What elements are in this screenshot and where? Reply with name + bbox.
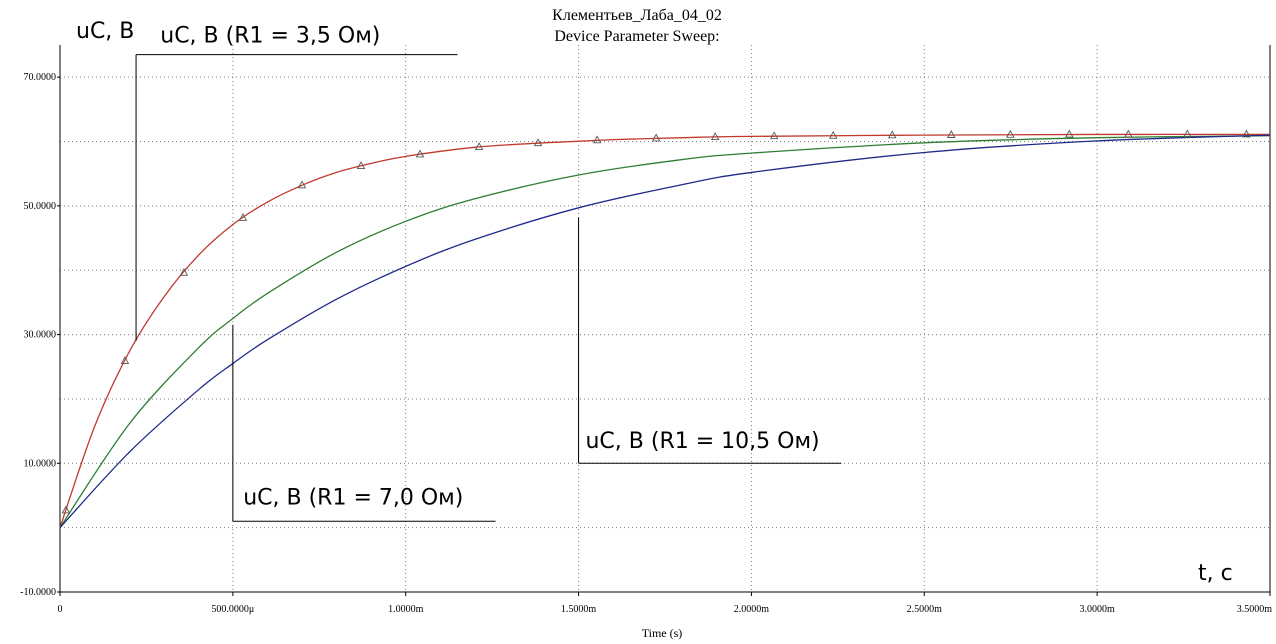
series-marker-triangle [1006,129,1015,138]
series-marker-triangle [1065,129,1074,138]
grid [60,45,1271,593]
series-marker-triangle [415,149,425,158]
chart-subtitle: Device Parameter Sweep: [554,28,719,45]
series-line-3 [59,134,1271,529]
y-tick-label: -10.0000 [20,587,56,598]
series-marker-triangle [179,267,189,276]
series-line-2 [59,135,1271,529]
annotations: uC, B (R1 = 3,5 Ом) uC, B (R1 = 7,0 Ом) uC… [135,23,842,522]
x-tick-label: 2.0000m [734,604,770,615]
series-marker-triangle [120,356,130,365]
series-marker-triangle [1242,129,1251,138]
series-markers [61,129,1251,514]
axes [57,45,1271,596]
annotation-label: uC, B (R1 = 3,5 Ом) [160,23,380,48]
x-axis-title: Time (s) [642,626,683,640]
y-tick-label: 30.0000 [24,330,57,341]
x-tick-label: 3.0000m [1080,604,1116,615]
series-marker-triangle [533,138,543,147]
series-marker-triangle [356,161,366,169]
series-marker-triangle [297,180,307,189]
x-tick-label: 3.5000m [1237,604,1273,615]
x-tick-label: 0 [58,604,63,615]
y-tick-label: 50.0000 [24,201,57,212]
x-axis-label: t, c [1198,561,1233,586]
series-line-1 [59,133,1271,528]
series-marker-triangle [651,133,661,142]
series-marker-triangle [474,142,484,150]
series-marker-triangle [592,135,602,144]
x-tick-label: 1.0000m [388,604,424,615]
x-tick-label: 1.5000m [561,604,597,615]
y-tick-label: 10.0000 [24,458,57,469]
x-tick-label: 2.5000m [907,604,943,615]
series-marker-triangle [1183,129,1192,138]
annotation-label: uC, B (R1 = 10,5 Ом) [585,429,819,454]
series-marker-triangle [61,505,71,514]
series-marker-triangle [1124,129,1133,138]
series-marker-triangle [710,132,720,141]
y-tick-label: 70.0000 [24,72,57,83]
series-marker-triangle [769,131,779,140]
x-tick-label: 500.0000μ [211,604,254,615]
series-marker-triangle [238,213,248,221]
chart-title: Клементьев_Лаба_04_02 [552,7,722,24]
annotation-label: uC, B (R1 = 7,0 Ом) [243,485,463,510]
series-lines [59,133,1271,529]
y-axis-label: uC, B [76,19,134,44]
series-marker-triangle [947,130,956,138]
series-marker-triangle [828,130,838,139]
series-marker-triangle [887,130,897,139]
